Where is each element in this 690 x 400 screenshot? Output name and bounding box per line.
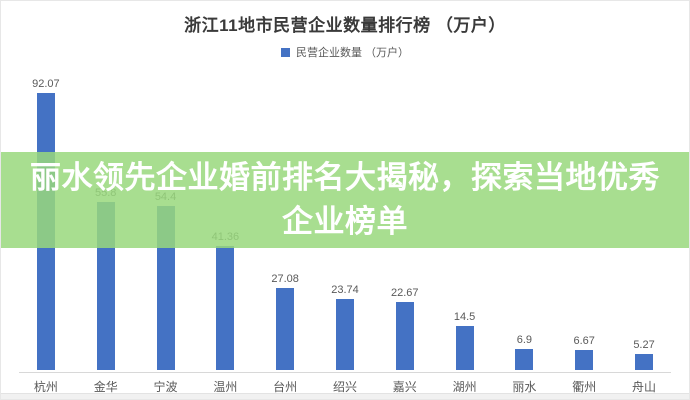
bar — [515, 349, 534, 370]
bar-column: 27.08 — [255, 61, 315, 370]
bar — [395, 302, 414, 370]
bar-value-label: 6.9 — [516, 334, 533, 346]
chart-legend: 民营企业数量 （万户） — [1, 44, 689, 60]
bar-column: 5.27 — [614, 61, 674, 370]
bar — [575, 350, 594, 370]
bar-value-label: 14.5 — [453, 311, 476, 323]
bar — [216, 246, 235, 370]
x-axis-label: 金华 — [93, 380, 118, 394]
x-axis-label: 温州 — [213, 380, 238, 394]
x-axis-label: 舟山 — [632, 380, 657, 394]
bar-column: 22.67 — [375, 61, 435, 370]
bar — [635, 354, 654, 370]
bar-column: 6.67 — [554, 61, 614, 370]
x-axis-label: 嘉兴 — [392, 380, 417, 394]
banner-text-line-1: 丽水领先企业婚前排名大揭秘，探索当地优秀 — [30, 160, 660, 195]
bar-column: 6.9 — [495, 61, 555, 370]
bar-value-label: 92.07 — [32, 78, 60, 90]
bar — [335, 299, 354, 370]
x-axis-label: 台州 — [273, 380, 298, 394]
x-axis-label: 宁波 — [153, 380, 178, 394]
x-axis-labels: 杭州 金华 宁波 温州 台州 绍兴 嘉兴 湖州 丽水 衢州 舟山 — [16, 378, 674, 395]
x-axis-label: 绍兴 — [332, 380, 357, 394]
x-axis-label: 丽水 — [512, 380, 537, 394]
overlay-banner: 丽水领先企业婚前排名大揭秘，探索当地优秀 企业榜单 — [1, 152, 689, 248]
bar-value-label: 22.67 — [391, 287, 419, 299]
x-axis-label: 衢州 — [572, 380, 597, 394]
x-axis-label: 湖州 — [452, 380, 477, 394]
bar-value-label: 5.27 — [633, 339, 655, 351]
bar-column: 23.74 — [315, 61, 375, 370]
chart-title: 浙江11地市民营企业数量排行榜 （万户） — [184, 16, 506, 35]
bar-column: 14.5 — [435, 61, 495, 370]
legend-swatch-icon — [280, 47, 290, 57]
bottom-strip — [1, 393, 689, 399]
bar-value-label: 23.74 — [331, 284, 359, 296]
bar — [455, 326, 474, 370]
bar-value-label: 27.08 — [271, 273, 299, 285]
banner-text-line-2: 企业榜单 — [282, 204, 408, 239]
bar-value-label: 6.67 — [573, 335, 595, 347]
x-axis-line — [19, 372, 671, 373]
x-axis-label: 杭州 — [33, 380, 58, 394]
bar — [276, 288, 295, 370]
legend-label: 民营企业数量 （万户） — [295, 47, 410, 59]
